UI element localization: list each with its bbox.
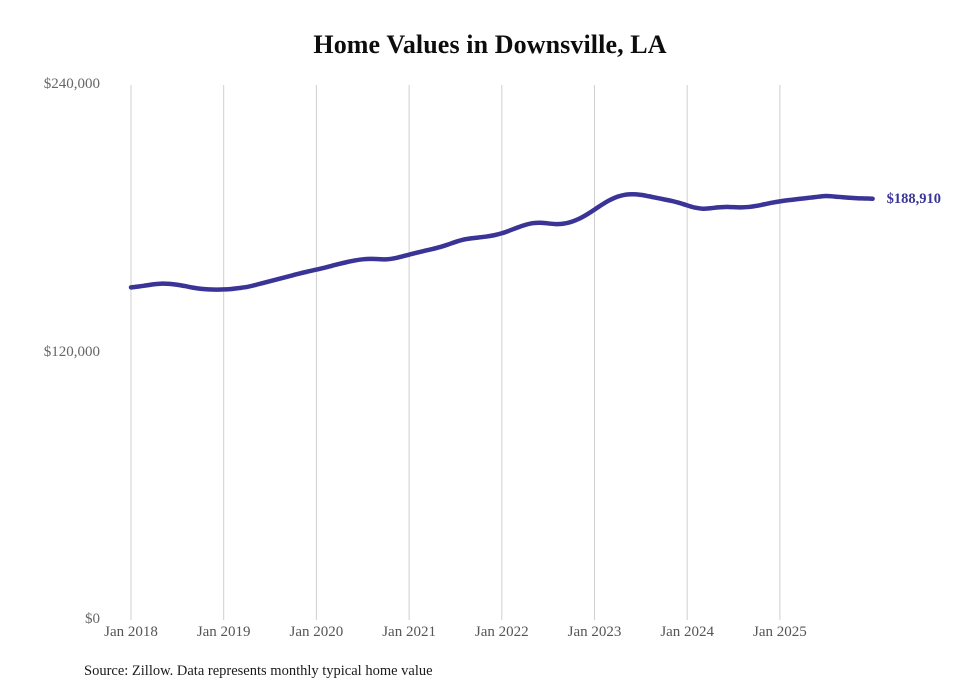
home-value-line	[128, 191, 875, 292]
y-axis-tick-label: $120,000	[43, 343, 100, 360]
end-value-label: $188,910	[886, 190, 941, 207]
x-axis-tick-label: Jan 2024	[660, 624, 715, 640]
x-axis-tick-label: Jan 2021	[382, 624, 436, 640]
x-axis-tick-label: Jan 2018	[104, 624, 158, 640]
source-note: Source: Zillow. Data represents monthly …	[84, 663, 433, 679]
page-title: Home Values in Downsville, LA	[313, 30, 667, 59]
x-axis-tick-label: Jan 2025	[753, 624, 807, 640]
x-axis-tick-label: Jan 2023	[567, 624, 622, 640]
x-gridlines	[130, 85, 781, 620]
y-axis-tick-label: $240,000	[43, 76, 100, 92]
x-axis-tick-label: Jan 2022	[474, 624, 529, 640]
x-axis-tick-label: Jan 2019	[196, 624, 251, 640]
x-axis-tick-label: Jan 2020	[289, 624, 344, 640]
y-axis-tick-label: $0	[85, 611, 100, 627]
